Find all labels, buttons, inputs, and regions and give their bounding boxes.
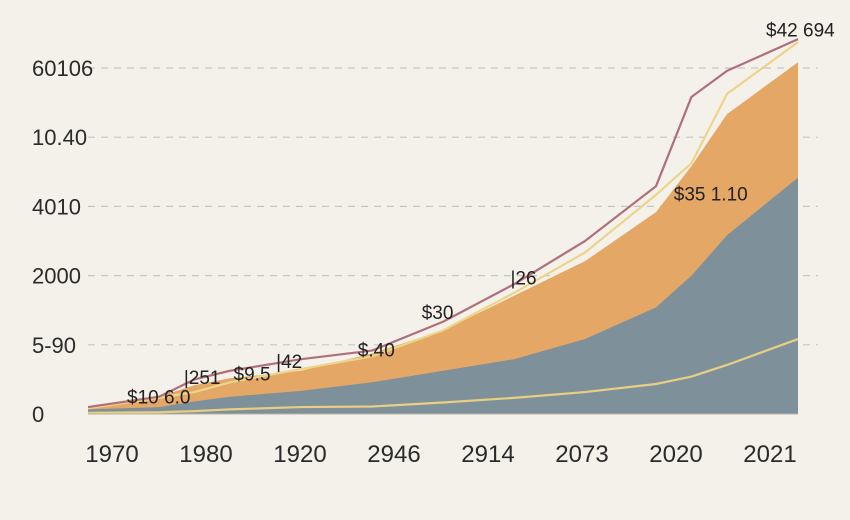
- x-tick-label: 2914: [461, 441, 514, 468]
- areas: [88, 62, 798, 414]
- x-tick-label: 1970: [85, 441, 138, 468]
- x-tick-label: 2021: [743, 441, 796, 468]
- data-label: $30: [422, 303, 454, 324]
- data-label: $10 6.0: [127, 388, 190, 409]
- light-yellow-line: [87, 41, 799, 410]
- lower-yellow-line: [87, 338, 799, 414]
- y-tick-label: 4010: [32, 194, 81, 219]
- data-label: $9.5: [234, 365, 271, 386]
- x-tick-label: 1920: [273, 441, 326, 468]
- mauve-line: [87, 38, 799, 409]
- y-tick-label: 10.40: [32, 125, 87, 150]
- gray-area: [88, 177, 798, 414]
- x-axis-ticks: 1970 1980 1920 2946 2914 2073 2020 2021: [85, 441, 796, 468]
- data-label: $42 694: [766, 20, 835, 41]
- data-label: |42: [276, 352, 302, 373]
- data-label: |251: [184, 368, 221, 389]
- y-tick-label: 2000: [32, 264, 81, 289]
- x-tick-label: 2946: [367, 441, 420, 468]
- y-axis-ticks: 0 5-90 2000 4010 10.40 60106: [32, 56, 93, 427]
- y-tick-label: 60106: [32, 56, 93, 81]
- data-label: |26: [510, 268, 536, 289]
- annotations: $10 6.0|251 $9.5|42 $.40 $30 |26 $35 1.10 $42 …: [127, 20, 835, 408]
- x-tick-label: 2020: [649, 441, 702, 468]
- data-label: $35 1.10: [674, 185, 748, 206]
- x-tick-label: 1980: [179, 441, 232, 468]
- y-tick-label: 0: [32, 402, 44, 427]
- x-tick-label: 2073: [555, 441, 608, 468]
- data-label: $.40: [358, 340, 395, 361]
- series-lines: [87, 38, 799, 415]
- y-tick-label: 5-90: [32, 333, 76, 358]
